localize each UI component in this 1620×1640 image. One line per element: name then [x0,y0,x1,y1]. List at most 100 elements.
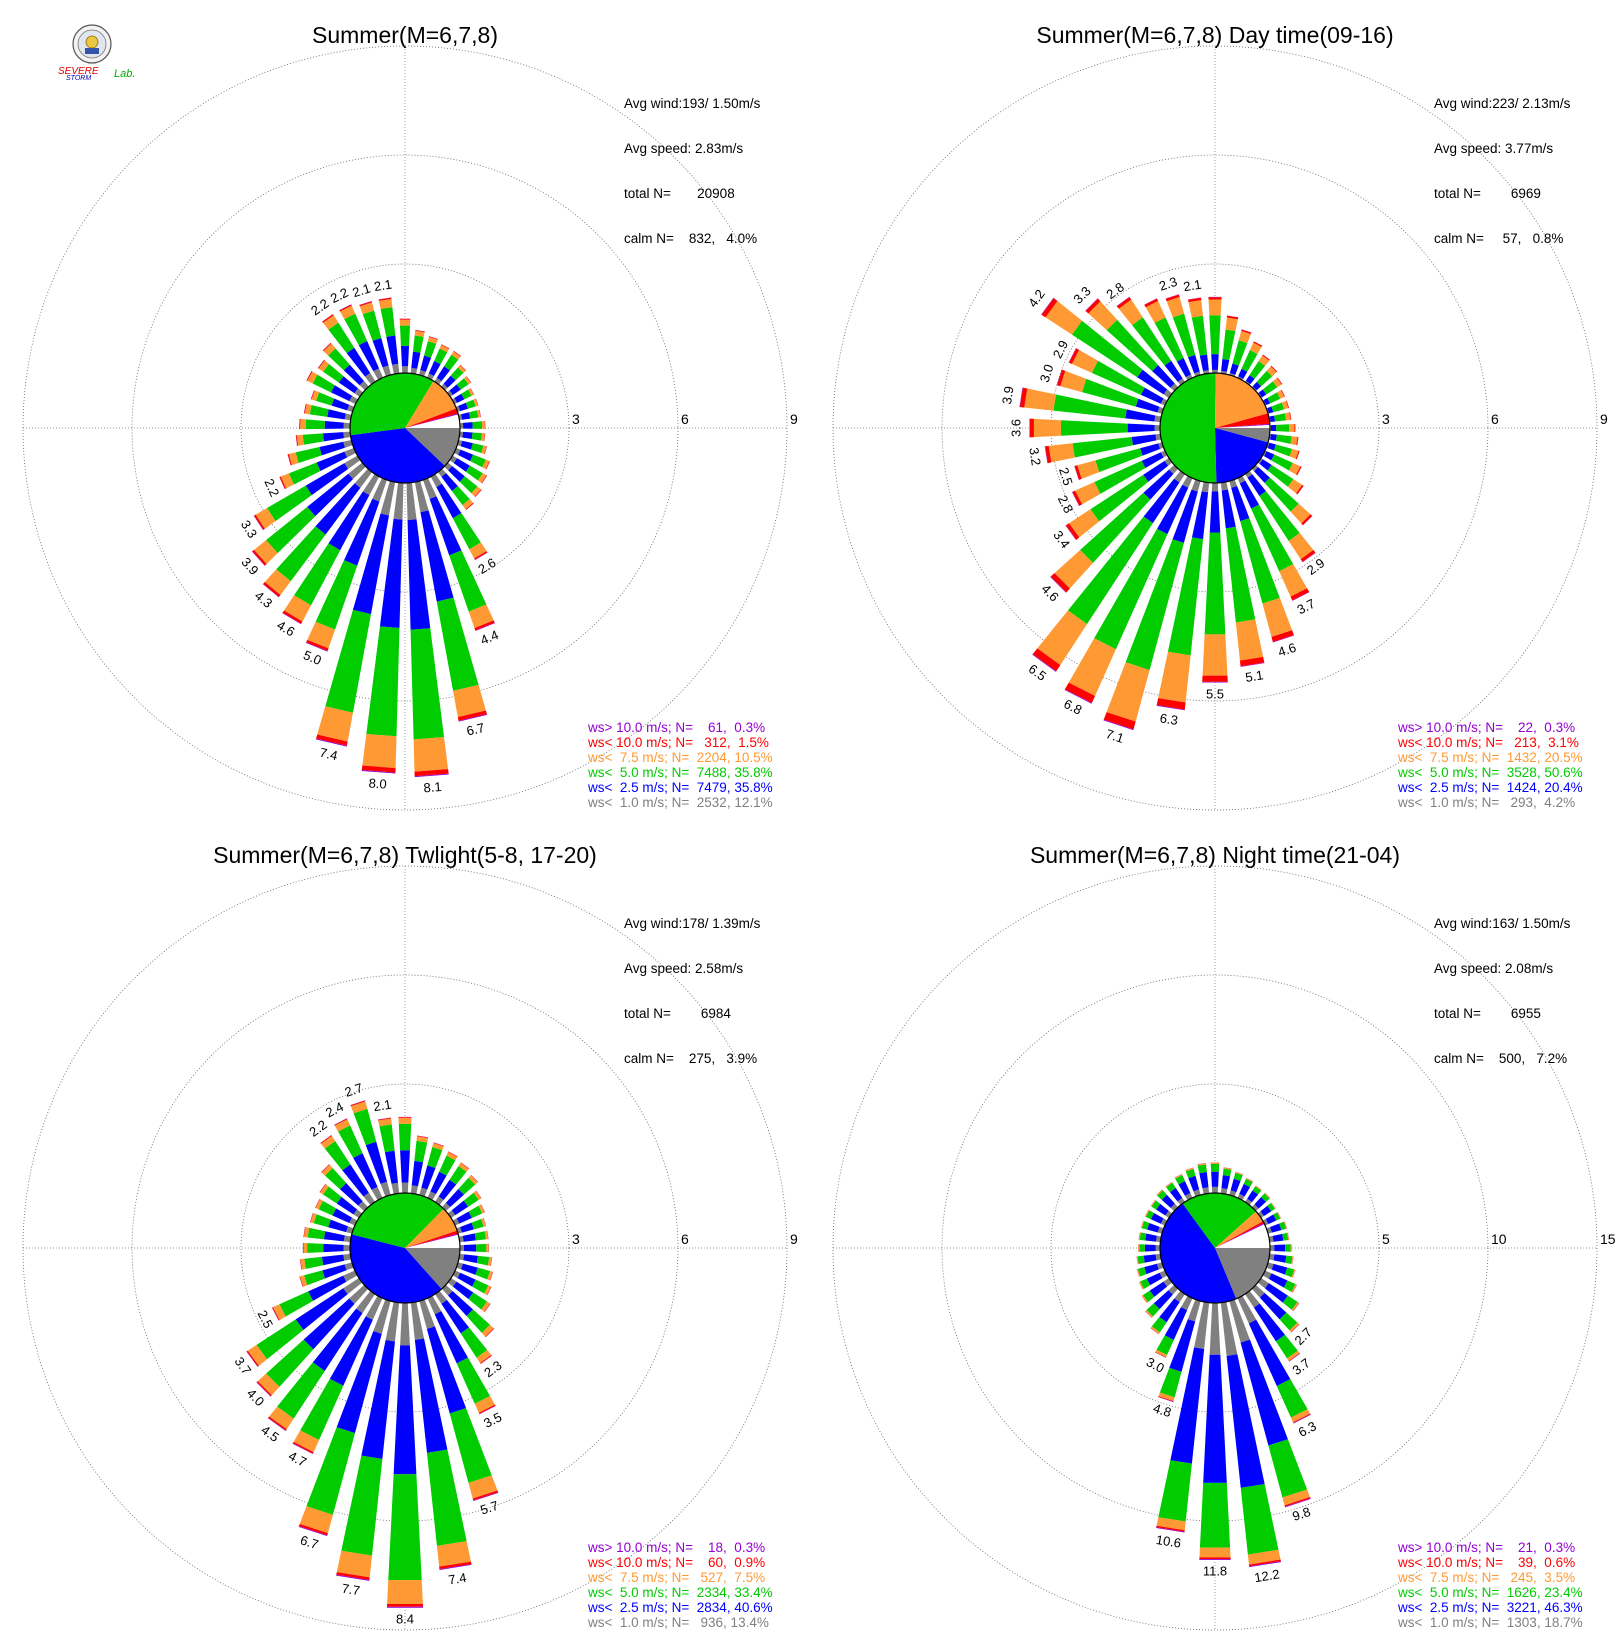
bar-segment [1277,377,1283,385]
bar-segment [419,1187,428,1197]
bar-segment [1286,400,1290,408]
bar-segment [434,377,442,385]
bar-segment [1165,1210,1173,1218]
bar-segment [1197,1163,1206,1165]
bar-segment [414,773,449,778]
bar-segment [1209,1302,1221,1355]
bar-segment [317,359,325,369]
bar-segment [1282,1489,1311,1506]
bar-segment [358,341,380,372]
direction-bar [1150,1290,1185,1335]
bar-segment [1292,1256,1294,1265]
bar-segment [1257,1211,1265,1218]
bar-value-label: 2.3 [1157,274,1179,294]
bar-value-label: 3.6 [1009,419,1024,437]
bar-segment [1138,1232,1140,1240]
direction-bar [1229,329,1252,377]
bar-segment [1132,317,1172,366]
ring-label: 6 [681,1231,689,1247]
bar-segment [474,552,488,561]
bar-segment [441,473,458,491]
legend-entry: ws< 10.0 m/s; N= 39, 0.6% [1398,1555,1576,1570]
bar-segment [307,621,336,649]
direction-bar [1262,1270,1298,1293]
bar-segment [1264,477,1299,512]
bar-segment [1188,297,1202,303]
bar-segment [1187,297,1202,300]
bar-segment [1140,443,1161,456]
direction-bar [256,1284,369,1397]
bar-segment [398,1117,412,1124]
bar-segment [458,402,469,412]
bar-segment [305,463,349,496]
bar-segment [1146,1272,1163,1286]
pie-slice [351,1193,444,1248]
bar-segment [256,1381,272,1397]
bar-value-label: 2.7 [343,1080,365,1100]
bar-segment [1288,533,1314,560]
speed-pie [1159,1192,1271,1304]
direction-bar [299,418,351,430]
bar-segment [1262,1270,1272,1279]
bar-segment [339,304,352,311]
bar-segment [272,1307,280,1321]
stat-avg-speed: Avg speed: 2.58m/s [624,961,744,976]
bar-segment [476,1190,482,1199]
bar-segment [1287,1350,1300,1361]
bar-value-label: 2.1 [1182,277,1202,295]
bar-segment [1268,1253,1275,1261]
pie-outline [1159,1192,1271,1304]
bar-segment [430,473,442,488]
bar-segment [1176,358,1192,378]
bar-segment [436,1541,471,1567]
stat-avg-wind: Avg wind:193/ 1.50m/s [624,96,761,111]
bar-segment [451,1200,469,1216]
bar-segment [1273,1254,1287,1263]
bar-segment [1267,442,1276,451]
bar-segment [339,304,352,312]
bar-segment [1139,1244,1145,1252]
bar-segment [1090,474,1149,522]
direction-bar [1158,1299,1201,1403]
stat-total-n: total N= 6955 [1434,1006,1541,1021]
bar-segment [1211,482,1219,492]
bar-segment [387,1580,423,1604]
legend-entry: ws< 1.0 m/s; N= 293, 4.2% [1398,795,1576,810]
bar-segment [1082,378,1139,407]
windrose-plot: 3 6 92.33.55.77.48.47.76.74.74.54.03.72.52… [22,865,798,1631]
bar-segment [1088,301,1118,331]
bar-segment [1056,369,1066,387]
direction-bar [1266,1221,1288,1234]
bar-value-label: 2.6 [475,555,498,577]
bar-segment [361,770,396,774]
legend-entry: ws< 1.0 m/s; N= 1303, 18.7% [1398,1615,1583,1630]
bar-segment [453,458,470,472]
bar-segment [1170,1347,1205,1464]
bar-value-label: 9.8 [1290,1504,1312,1524]
direction-bar [1262,1211,1282,1226]
bar-segment [1245,1198,1253,1206]
bar-segment [343,364,365,386]
bar-segment [315,483,361,535]
bar-segment [1145,1309,1154,1318]
direction-bar [1165,294,1201,377]
pie-slice [1215,413,1270,428]
bar-segment [1235,1171,1244,1175]
stat-total-n: total N= 6969 [1434,186,1541,201]
bar-segment [309,1212,314,1223]
bar-segment [1050,573,1070,593]
direction-bar [410,1135,429,1195]
bar-segment [1185,1168,1196,1179]
bar-segment [1284,1497,1311,1507]
bar-value-label: 3.9 [999,385,1017,405]
bar-segment [1221,358,1230,372]
direction-bar [410,1301,472,1571]
bar-segment [1054,549,1094,589]
bar-segment [434,348,448,365]
bar-value-label: 3.5 [481,1409,504,1431]
bar-segment [484,1230,489,1240]
direction-bar [262,468,373,598]
bar-segment [295,435,298,446]
bar-segment [334,1119,351,1132]
bar-segment [468,1175,478,1185]
